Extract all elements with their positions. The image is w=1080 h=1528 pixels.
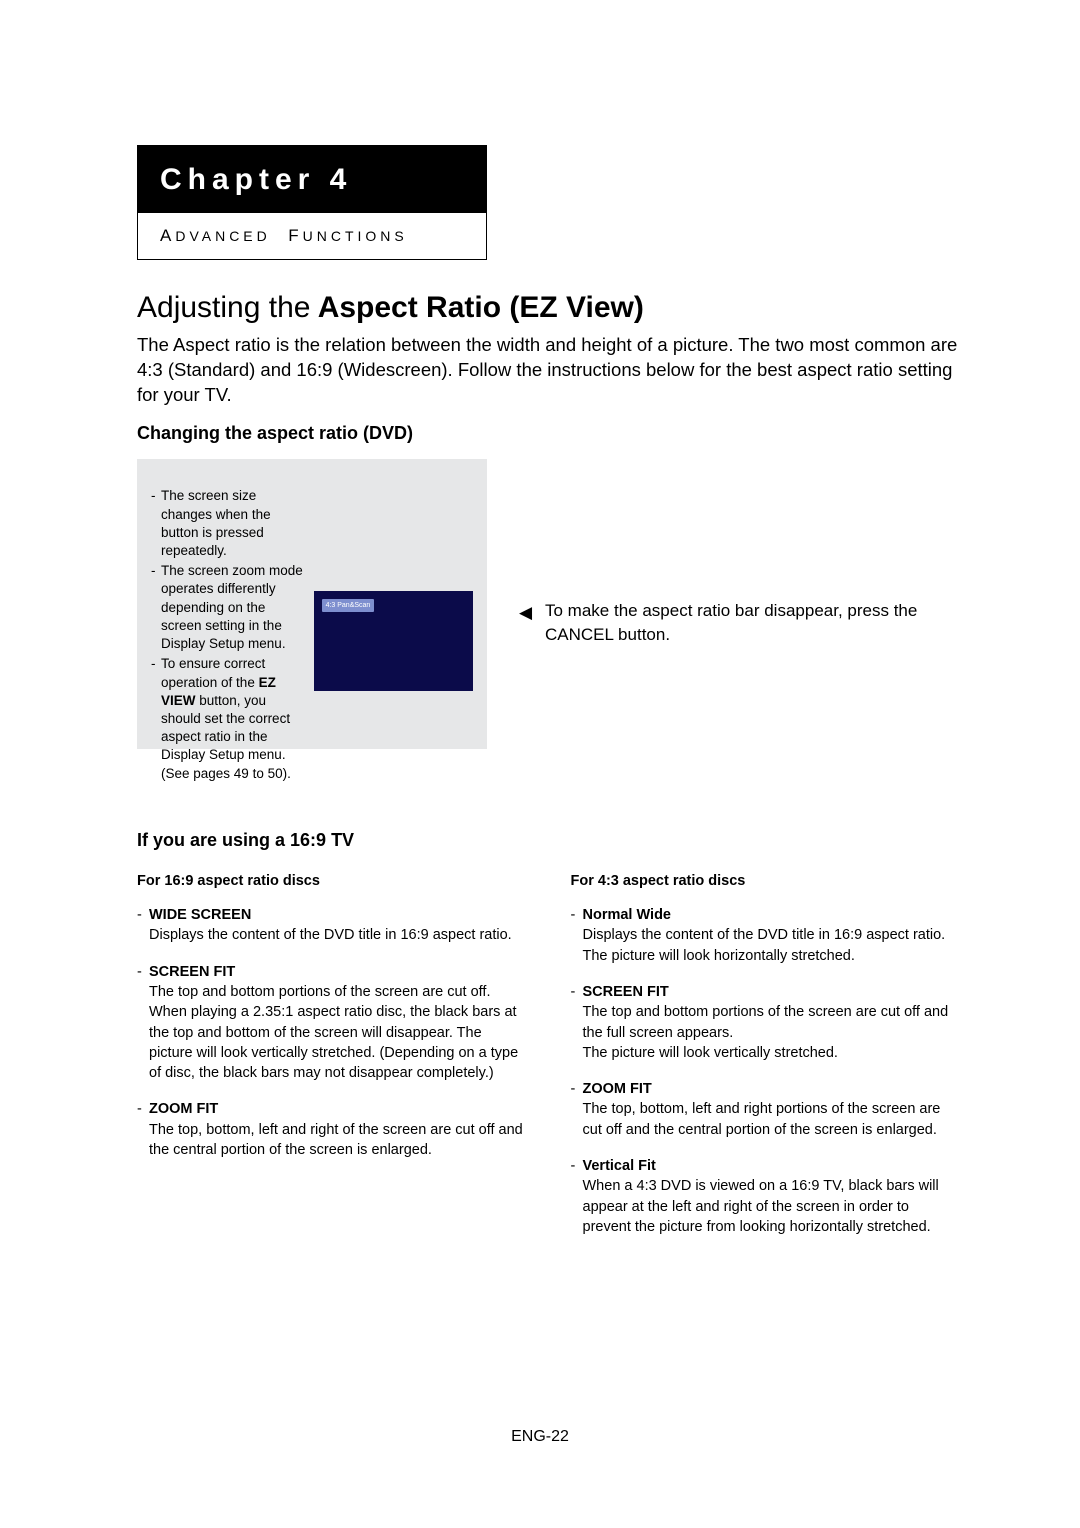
mode-item: - ZOOM FIT The top, bottom, left and rig… [571,1079,961,1140]
mode-name: Normal Wide [583,907,672,923]
note-item: The screen size changes when the button … [151,487,304,560]
title-light: Adjusting the [137,291,310,324]
mode-name: SCREEN FIT [583,984,669,1000]
mode-desc: The top, bottom, left and right of the s… [149,1120,527,1161]
mode-item: - WIDE SCREEN Displays the content of th… [137,905,527,946]
mode-desc: Displays the content of the DVD title in… [583,925,961,966]
mode-desc: Displays the content of the DVD title in… [149,925,527,945]
panel-notes: The screen size changes when the button … [151,487,304,749]
mode-item: - ZOOM FIT The top, bottom, left and rig… [137,1099,527,1160]
mode-name: ZOOM FIT [583,1081,652,1097]
intro-text: The Aspect ratio is the relation between… [137,333,960,408]
note-item: To ensure correct operation of the EZ VI… [151,655,304,783]
mode-desc: The picture will look vertically stretch… [583,1043,961,1063]
mode-desc: The top, bottom, left and right portions… [583,1099,961,1140]
columns: For 16:9 aspect ratio discs - WIDE SCREE… [137,871,960,1253]
mode-desc: When a 4:3 DVD is viewed on a 16:9 TV, b… [583,1176,961,1237]
col-header: For 4:3 aspect ratio discs [571,871,961,891]
chapter-block: Chapter 4 ADVANCED FUNCTIONS [137,145,487,260]
panel-row: The screen size changes when the button … [137,459,960,749]
aspect-ratio-bar: 4:3 Pan&Scan [322,599,375,612]
chapter-subtitle: ADVANCED FUNCTIONS [138,213,486,259]
mode-item: - SCREEN FIT The top and bottom portions… [571,982,961,1063]
section-changing-aspect: Changing the aspect ratio (DVD) [137,422,960,445]
tip-text: To make the aspect ratio bar disappear, … [545,601,917,644]
col-169-discs: For 16:9 aspect ratio discs - WIDE SCREE… [137,871,527,1253]
col-header: For 16:9 aspect ratio discs [137,871,527,891]
mode-name: Vertical Fit [583,1158,656,1174]
page-title: Adjusting the Aspect Ratio (EZ View) [137,288,960,327]
mode-item: - Vertical Fit When a 4:3 DVD is viewed … [571,1156,961,1237]
mode-name: WIDE SCREEN [149,907,251,923]
title-bold: Aspect Ratio (EZ View) [318,291,644,324]
mode-item: - SCREEN FIT The top and bottom portions… [137,962,527,1084]
mode-name: SCREEN FIT [149,964,235,980]
mode-desc: The top and bottom portions of the scree… [583,1002,961,1043]
left-arrow-icon: ◀ [519,601,532,625]
info-panel: The screen size changes when the button … [137,459,487,749]
mode-name: ZOOM FIT [149,1101,218,1117]
section-169-tv: If you are using a 16:9 TV [137,829,960,852]
note-item: The screen zoom mode operates differentl… [151,562,304,653]
col-43-discs: For 4:3 aspect ratio discs - Normal Wide… [571,871,961,1253]
mode-item: - Normal Wide Displays the content of th… [571,905,961,966]
page-number: ENG-22 [0,1427,1080,1448]
tv-screen-illustration: 4:3 Pan&Scan [314,591,473,691]
mode-desc: The top and bottom portions of the scree… [149,982,527,1083]
cancel-tip: ◀ To make the aspect ratio bar disappear… [519,599,939,647]
chapter-number: Chapter 4 [138,146,486,213]
